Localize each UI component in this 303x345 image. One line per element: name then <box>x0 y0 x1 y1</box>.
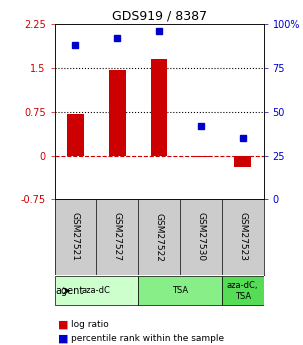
Title: GDS919 / 8387: GDS919 / 8387 <box>112 10 207 23</box>
Text: TSA: TSA <box>172 286 188 295</box>
Text: GSM27527: GSM27527 <box>113 213 122 262</box>
Bar <box>55 276 138 305</box>
Text: ■: ■ <box>58 334 68 344</box>
Bar <box>234 156 251 167</box>
Text: GSM27530: GSM27530 <box>196 213 205 262</box>
Bar <box>138 276 222 305</box>
Text: percentile rank within the sample: percentile rank within the sample <box>71 334 224 343</box>
Bar <box>67 114 84 156</box>
Bar <box>222 276 264 305</box>
Text: agent: agent <box>56 286 84 296</box>
Text: aza-dC,
TSA: aza-dC, TSA <box>227 281 258 300</box>
Bar <box>192 156 209 157</box>
Text: GSM27522: GSM27522 <box>155 213 164 262</box>
Text: GSM27523: GSM27523 <box>238 213 247 262</box>
Text: GSM27521: GSM27521 <box>71 213 80 262</box>
Bar <box>109 70 126 156</box>
Text: log ratio: log ratio <box>71 321 109 329</box>
Text: aza-dC: aza-dC <box>82 286 111 295</box>
Text: ■: ■ <box>58 320 68 330</box>
Bar <box>151 59 168 156</box>
